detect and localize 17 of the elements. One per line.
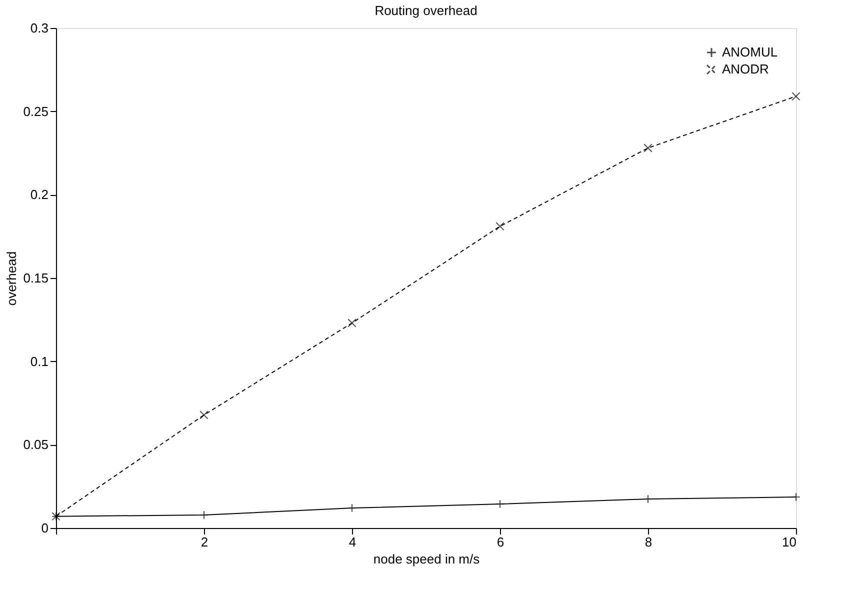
x-tick-label: 8 [644,534,652,550]
x-tick-label: 2 [200,534,208,550]
x-tick-label: 6 [496,534,504,550]
y-tick-label: 0.2 [30,187,48,202]
y-tick-label: 0.25 [23,104,48,119]
x-axis-title: node speed in m/s [373,552,480,566]
y-tick-label: 0 [41,520,48,536]
legend-label: ANOMUL [722,44,778,60]
x-tick-label: 4 [348,534,356,550]
y-tick-label: 0.05 [23,437,48,452]
legend-label: ANODR [722,62,769,76]
x-tick-label: 10 [782,534,796,550]
y-tick-label: 0.3 [30,20,48,36]
chart-title: Routing overhead [374,3,478,18]
y-tick-label: 0.1 [30,354,48,369]
y-axis-title: overhead [4,251,20,306]
y-tick-label: 0.15 [23,270,48,286]
